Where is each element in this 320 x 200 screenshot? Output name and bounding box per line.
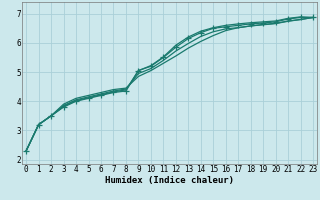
X-axis label: Humidex (Indice chaleur): Humidex (Indice chaleur) (105, 176, 234, 185)
